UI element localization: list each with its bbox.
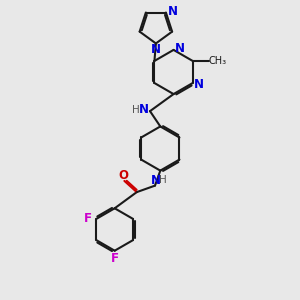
- Text: N: N: [139, 103, 148, 116]
- Text: F: F: [111, 252, 119, 266]
- Text: N: N: [194, 78, 204, 91]
- Text: H: H: [159, 175, 167, 185]
- Text: N: N: [175, 42, 185, 55]
- Text: F: F: [84, 212, 92, 225]
- Text: H: H: [132, 105, 140, 115]
- Text: N: N: [151, 43, 161, 56]
- Text: CH₃: CH₃: [208, 56, 226, 66]
- Text: O: O: [118, 169, 128, 182]
- Text: N: N: [151, 174, 160, 187]
- Text: N: N: [167, 4, 177, 18]
